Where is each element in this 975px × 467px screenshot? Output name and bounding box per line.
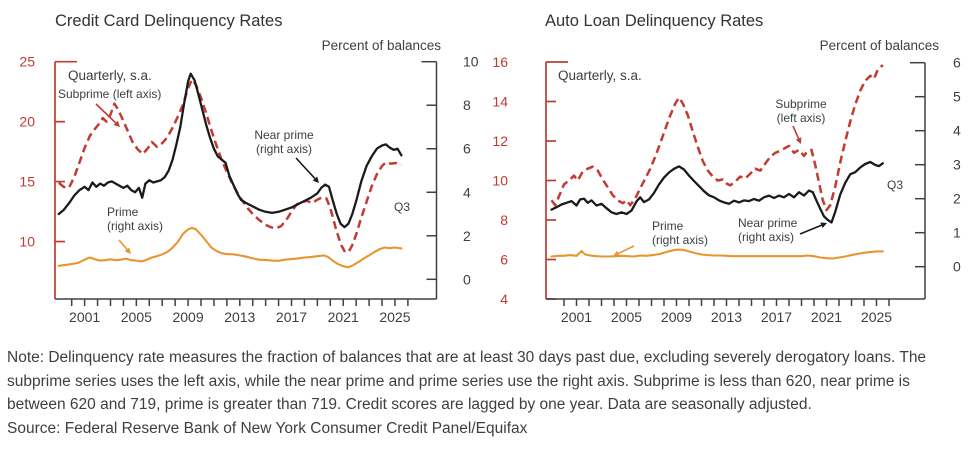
- near-prime-series-line: [57, 72, 403, 229]
- left-axis-tick-label: 20: [19, 114, 35, 130]
- chart-title: Auto Loan Delinquency Rates: [545, 12, 763, 30]
- latest-quarter-label: Q3: [887, 178, 903, 192]
- chart-title: Credit Card Delinquency Rates: [55, 12, 282, 30]
- right-axis-tick-label: 8: [463, 97, 471, 113]
- subprime-label-label: Subprime (left axis): [58, 87, 161, 101]
- right-axis-tick-label: 0: [463, 271, 471, 287]
- frequency-note-label: Quarterly, s.a.: [68, 68, 152, 83]
- left-axis-tick-label: 16: [492, 54, 508, 70]
- prime-series-line: [550, 248, 884, 260]
- left-axis-tick-label: 10: [19, 234, 35, 250]
- left-axis-tick-label: 6: [500, 252, 508, 268]
- near-prime-label-arrow: [799, 224, 822, 235]
- x-axis-year-label: 2009: [661, 309, 692, 325]
- left-axis: 16 14 12 10 8 6 4: [492, 54, 568, 307]
- auto-loan-chart: Auto Loan Delinquency Rates Percent of ba…: [492, 12, 961, 325]
- source-text: Source: Federal Reserve Bank of New York…: [7, 419, 528, 437]
- right-axis-tick-label: 5: [953, 89, 961, 105]
- right-axis-tick-label: 3: [953, 157, 961, 173]
- x-axis-year-label: 2001: [561, 309, 592, 325]
- x-axis-year-label: 2017: [761, 309, 792, 325]
- x-axis-year-label: 2021: [811, 309, 842, 325]
- left-axis: 25 20 15 10: [19, 54, 77, 299]
- note-text: Note: Delinquency rate measures the frac…: [7, 349, 927, 413]
- subprime-label-arrowhead: [113, 120, 120, 127]
- left-axis-tick-label: 10: [492, 173, 508, 189]
- prime-label-arrow: [618, 245, 635, 255]
- prime-label-arrowhead: [613, 250, 620, 257]
- x-axis-year-label: 2021: [328, 309, 359, 325]
- right-axis-tick-label: 4: [953, 123, 961, 139]
- x-axis: 2001 2005 2009 2013 2017 2021 2025: [55, 298, 437, 325]
- units-label: Percent of balances: [322, 38, 442, 53]
- x-axis-year-label: 2013: [224, 309, 255, 325]
- left-axis-tick-label: 4: [500, 291, 508, 307]
- right-axis-tick-label: 6: [463, 141, 471, 157]
- x-axis-year-label: 2005: [121, 309, 152, 325]
- near-prime-label-arrow: [295, 157, 316, 180]
- right-axis-tick-label: 2: [463, 228, 471, 244]
- near-prime-label-arrowhead: [312, 176, 319, 183]
- x-axis-year-label: 2025: [379, 309, 410, 325]
- right-axis-tick-label: 0: [953, 259, 961, 275]
- left-axis-tick-label: 14: [492, 94, 508, 110]
- near-prime-label-arrowhead: [820, 222, 827, 229]
- prime-label-label: Prime (right axis): [107, 205, 163, 233]
- right-axis-tick-label: 1: [953, 225, 961, 241]
- subprime-label-arrow: [792, 125, 800, 139]
- units-label: Percent of balances: [820, 38, 940, 53]
- x-axis: 2001 2005 2009 2013 2017 2021 2025: [546, 298, 925, 325]
- subprime-label-label: Subprime (left axis): [775, 97, 827, 125]
- frequency-note-label: Quarterly, s.a.: [558, 68, 642, 83]
- left-axis-tick-label: 15: [19, 174, 35, 190]
- right-axis: 10 8 6 4 2 0: [421, 54, 479, 299]
- right-axis: 6 5 4 3 2 1 0: [910, 55, 961, 299]
- delinquency-charts: Credit Card Delinquency Rates Percent of …: [19, 12, 961, 325]
- x-axis-year-label: 2013: [711, 309, 742, 325]
- right-axis-tick-label: 4: [463, 184, 471, 200]
- right-axis-tick-label: 10: [463, 54, 479, 70]
- subprime-label-arrow: [95, 103, 117, 124]
- prime-label-arrow: [118, 239, 128, 250]
- right-axis-tick-label: 6: [953, 55, 961, 71]
- x-axis-year-label: 2009: [172, 309, 203, 325]
- near-prime-label-label: Near prime (right axis): [738, 216, 798, 244]
- prime-label-arrowhead: [124, 247, 131, 254]
- near-prime-label-label: Near prime (right axis): [254, 128, 314, 156]
- prime-label-label: Prime (right axis): [652, 219, 708, 247]
- near-prime-series-line: [550, 160, 884, 224]
- x-axis-year-label: 2017: [276, 309, 307, 325]
- x-axis-year-label: 2025: [861, 309, 892, 325]
- left-axis-tick-label: 12: [492, 133, 508, 149]
- latest-quarter-label: Q3: [394, 200, 410, 214]
- subprime-label-arrowhead: [795, 137, 802, 144]
- right-axis-tick-label: 2: [953, 191, 961, 207]
- x-axis-year-label: 2001: [69, 309, 100, 325]
- x-axis-year-label: 2005: [611, 309, 642, 325]
- subprime-series-line: [550, 64, 884, 212]
- prime-series-line: [57, 226, 403, 269]
- left-axis-tick-label: 25: [19, 54, 35, 70]
- left-axis-tick-label: 8: [500, 212, 508, 228]
- credit-card-chart: Credit Card Delinquency Rates Percent of …: [19, 12, 478, 325]
